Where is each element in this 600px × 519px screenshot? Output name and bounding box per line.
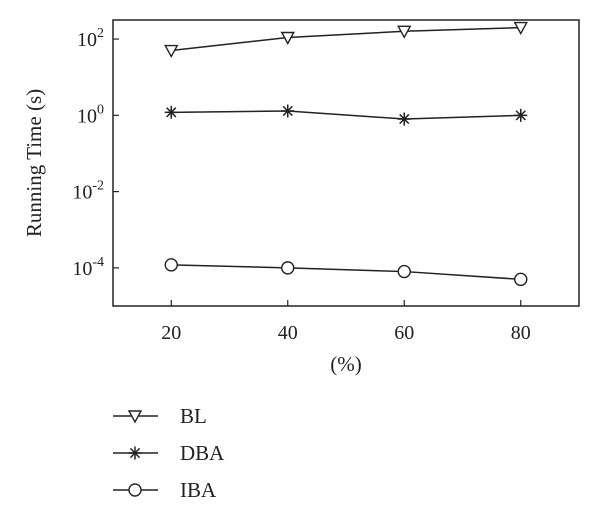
x-axis-ticks: 20 40 60 80 bbox=[161, 300, 531, 344]
legend-label-bl: BL bbox=[180, 404, 207, 428]
x-tick-label: 80 bbox=[511, 322, 531, 344]
x-axis-label: (%) bbox=[330, 352, 361, 376]
data-point-iba bbox=[164, 258, 178, 272]
y-tick-base: 10 bbox=[72, 182, 92, 204]
series-line-bl bbox=[171, 26, 521, 52]
legend-item-bl: BL bbox=[113, 404, 207, 428]
data-point-dba bbox=[514, 108, 528, 122]
x-tick-label: 40 bbox=[278, 322, 298, 344]
x-tick-label: 60 bbox=[394, 322, 414, 344]
axes bbox=[112, 19, 580, 307]
data-point-dba bbox=[281, 104, 295, 118]
data-point-bl bbox=[164, 44, 179, 59]
legend-marker-bl bbox=[127, 410, 143, 424]
data-point-dba bbox=[164, 105, 178, 119]
series-layer bbox=[164, 21, 528, 287]
data-point-bl bbox=[397, 25, 412, 39]
y-tick-exponent: -2 bbox=[92, 179, 104, 194]
y-tick-label: 102 bbox=[77, 26, 104, 51]
y-tick-base: 10 bbox=[77, 105, 97, 127]
data-point-bl bbox=[280, 31, 295, 45]
y-axis-label: Running Time (s) bbox=[22, 89, 46, 237]
y-tick-base: 10 bbox=[72, 258, 92, 280]
legend-item-iba: IBA bbox=[113, 478, 217, 502]
legend: BL DBA IBA bbox=[113, 404, 225, 502]
y-tick-exponent: 0 bbox=[97, 102, 104, 117]
legend-label-dba: DBA bbox=[180, 441, 225, 465]
data-point-iba bbox=[514, 272, 528, 287]
data-point-bl bbox=[513, 21, 528, 36]
x-tick-label: 20 bbox=[161, 322, 181, 344]
legend-marker-dba bbox=[128, 446, 142, 460]
y-tick-base: 10 bbox=[77, 29, 97, 51]
y-tick-label: 10-2 bbox=[72, 179, 104, 204]
series-line-dba bbox=[171, 110, 521, 120]
legend-item-dba: DBA bbox=[113, 441, 225, 465]
y-tick-exponent: -4 bbox=[92, 255, 104, 270]
y-tick-label: 100 bbox=[77, 102, 104, 127]
data-point-iba bbox=[397, 264, 411, 279]
legend-marker-iba bbox=[128, 483, 142, 497]
legend-label-iba: IBA bbox=[180, 478, 217, 502]
y-tick-exponent: 2 bbox=[97, 26, 104, 41]
data-point-dba bbox=[397, 112, 411, 126]
data-point-iba bbox=[281, 261, 295, 275]
series-line-iba bbox=[171, 264, 521, 281]
y-tick-label: 10-4 bbox=[72, 255, 104, 280]
plot-frame bbox=[112, 19, 580, 307]
